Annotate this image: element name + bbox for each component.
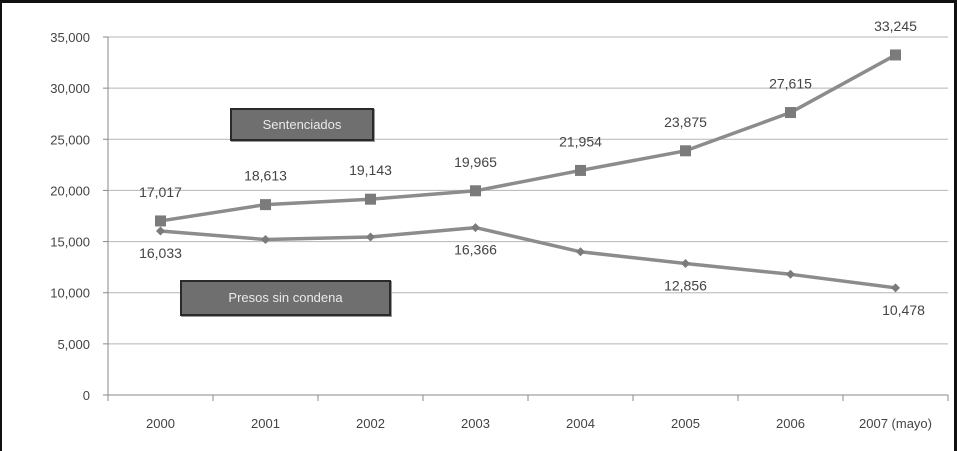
y-tick-label: 30,000: [50, 81, 90, 96]
data-point-marker: [890, 49, 901, 61]
data-label: 12,856: [664, 278, 707, 294]
x-tick-label: 2001: [251, 416, 280, 431]
data-label: 18,613: [244, 168, 287, 184]
y-tick-label: 15,000: [50, 235, 90, 250]
x-tick-label: 2007 (mayo): [859, 416, 932, 431]
data-point-marker: [891, 283, 900, 293]
data-label: 21,954: [559, 133, 602, 149]
data-point-marker: [366, 232, 375, 242]
data-point-marker: [786, 269, 795, 279]
x-tick-label: 2004: [566, 416, 595, 431]
y-tick-label: 0: [83, 388, 90, 403]
data-point-marker: [681, 259, 690, 269]
data-label: 16,366: [454, 242, 497, 258]
data-label: 17,017: [139, 184, 182, 200]
x-tick-label: 2000: [146, 416, 175, 431]
data-label: 27,615: [769, 76, 812, 92]
y-tick-label: 10,000: [50, 286, 90, 301]
data-point-marker: [471, 223, 480, 233]
data-label: 23,875: [664, 114, 707, 130]
y-tick-label: 20,000: [50, 183, 90, 198]
data-point-marker: [261, 235, 270, 245]
data-label: 19,143: [349, 162, 392, 178]
data-label: 10,478: [882, 302, 925, 318]
x-tick-label: 2005: [671, 416, 700, 431]
data-label: 33,245: [874, 18, 917, 34]
data-point-marker: [470, 185, 481, 197]
data-point-marker: [156, 226, 165, 236]
data-label: 19,965: [454, 154, 497, 170]
series-line-presos-sin-condena: [160, 225, 896, 290]
data-point-marker: [576, 247, 585, 257]
x-tick-label: 2006: [776, 416, 805, 431]
data-labels: 17,017 18,613 19,143 19,965 21,954 23,875 27,6…: [139, 18, 925, 318]
data-point-marker: [260, 199, 271, 211]
axes: 0 5,000 10,000 15,000 20,000 25,000 30,000 35,0…: [50, 30, 949, 431]
x-tick-label: 2002: [356, 416, 385, 431]
series-line-sentenciados: [160, 53, 897, 223]
series-label-sentenciados: Sentenciados: [230, 108, 374, 141]
x-tick-label: 2003: [461, 416, 490, 431]
data-point-marker: [680, 145, 691, 157]
series-layer: [155, 49, 901, 293]
data-point-marker: [785, 107, 796, 119]
series-label-presos-sin-condena: Presos sin condena: [180, 280, 391, 316]
data-point-marker: [155, 215, 166, 227]
y-tick-label: 25,000: [50, 132, 90, 147]
data-label: 16,033: [139, 245, 182, 261]
y-tick-label: 5,000: [57, 337, 90, 352]
data-point-marker: [575, 164, 586, 176]
y-tick-label: 35,000: [50, 30, 90, 45]
data-point-marker: [365, 193, 376, 205]
